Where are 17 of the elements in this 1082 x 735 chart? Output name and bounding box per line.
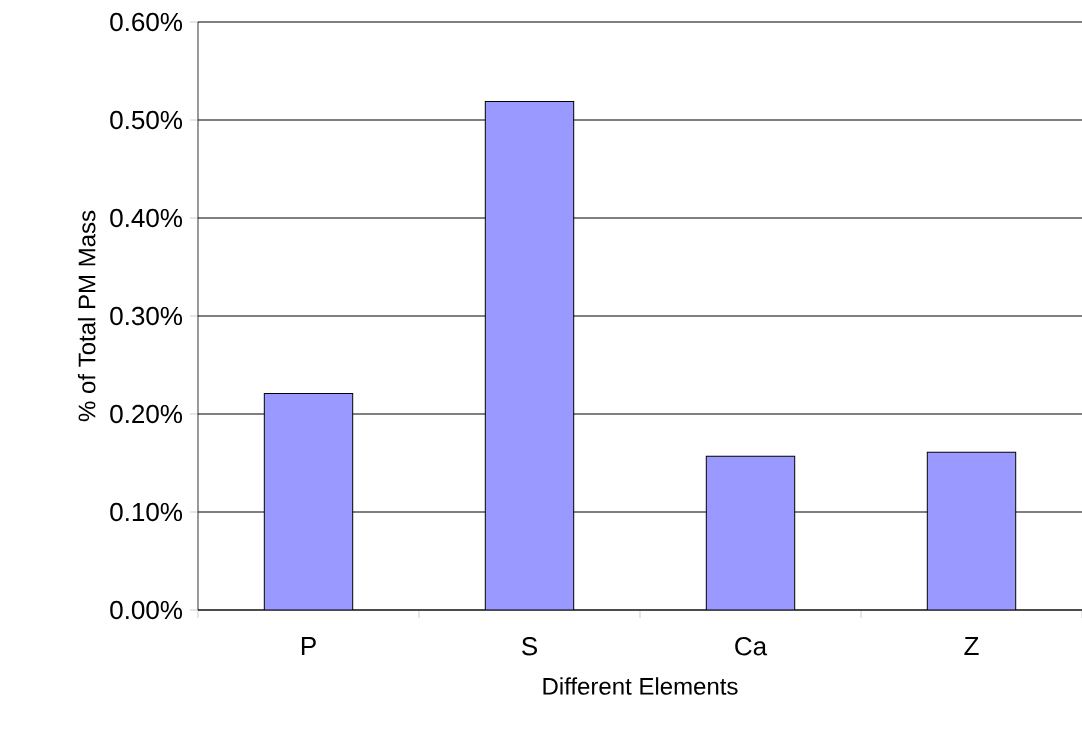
y-tick-label: 0.20% <box>110 404 183 424</box>
y-tick-label: 0.60% <box>110 12 183 32</box>
y-tick-label: 0.40% <box>110 208 183 228</box>
x-tick-label: S <box>522 637 537 656</box>
bar <box>705 455 796 610</box>
x-tick-label: P <box>301 637 316 655</box>
bar <box>484 100 575 610</box>
x-axis-title: Different Elements <box>543 677 738 695</box>
x-tick-label: Ca <box>735 637 768 656</box>
y-axis-title: % of Total PM Mass <box>77 210 96 422</box>
y-tick-label: 0.10% <box>110 502 183 522</box>
bar <box>263 392 354 610</box>
y-tick-label: 0.00% <box>110 600 183 620</box>
x-tick-label: Z <box>964 637 979 655</box>
y-tick-label: 0.50% <box>110 110 183 130</box>
y-tick-label: 0.30% <box>110 306 183 326</box>
bar <box>926 451 1017 610</box>
